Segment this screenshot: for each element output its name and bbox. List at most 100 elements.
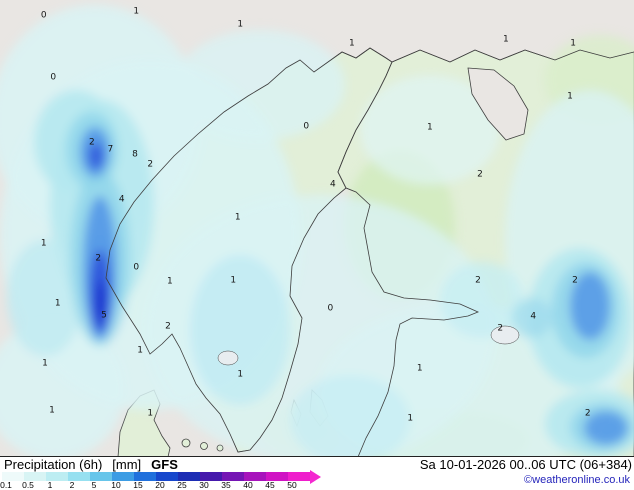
color-scale-segment: [222, 472, 244, 481]
color-scale-tick-label: 15: [133, 480, 143, 490]
precip-value-label: 2: [572, 275, 578, 286]
precip-value-label: 1: [416, 363, 423, 374]
color-scale-tick-label: 10: [111, 480, 121, 490]
precip-value-label: 1: [426, 122, 433, 133]
precip-value-label: 1: [40, 238, 47, 249]
precip-value-label: 1: [348, 38, 355, 49]
island-funen: [200, 442, 208, 450]
precipitation-layer: [0, 5, 634, 456]
precip-value-label: 1: [237, 369, 244, 380]
legend-text: Precipitation (6h) [mm] GFS: [4, 457, 178, 472]
color-scale-segment: [134, 472, 156, 481]
precip-value-label: 1: [147, 408, 154, 419]
precip-value-label: 2: [497, 323, 504, 334]
precip-value-label: 0: [303, 121, 310, 132]
map-svg: [0, 5, 634, 456]
color-scale-tick-label: 0.5: [22, 480, 34, 490]
precip-value-label: 1: [133, 6, 140, 17]
precip-blob: [96, 281, 106, 325]
model-name: GFS: [151, 457, 178, 472]
precip-value-label: 1: [42, 358, 48, 369]
precip-blob: [584, 411, 628, 445]
color-scale-segment: [200, 472, 222, 481]
precip-value-label: 4: [530, 311, 537, 322]
color-scale-tick-label: 35: [221, 480, 231, 490]
precip-blob: [440, 262, 524, 338]
precip-value-label: 0: [133, 262, 140, 273]
precip-value-label: 8: [132, 149, 138, 160]
precip-value-label: 5: [101, 310, 107, 321]
color-scale-tick-label: 25: [177, 480, 187, 490]
precip-value-label: 4: [118, 194, 125, 205]
precip-blob: [512, 298, 552, 338]
color-scale-tick-label: 0.1: [0, 480, 12, 490]
color-scale-tick-label: 40: [243, 480, 253, 490]
color-scale-segment: [112, 472, 134, 481]
precip-value-label: 2: [95, 253, 102, 264]
island-zealand: [181, 438, 191, 448]
island-bornholm: [216, 444, 224, 452]
precip-value-label: 4: [329, 179, 336, 190]
precip-value-label: 1: [167, 276, 173, 287]
color-scale-bar: [2, 469, 321, 484]
precip-value-label: 2: [89, 137, 95, 148]
precip-value-label: 2: [584, 408, 591, 419]
valid-datetime: Sa 10-01-2026 00..06 UTC (06+384): [419, 457, 632, 472]
precip-blob: [570, 272, 610, 340]
color-scale-tick-label: 30: [199, 480, 209, 490]
precip-value-label: 1: [407, 413, 414, 424]
precip-value-label: 1: [570, 38, 576, 49]
precip-blob: [190, 255, 290, 405]
precip-value-label: 2: [477, 169, 483, 180]
color-scale-tick-label: 5: [91, 480, 97, 490]
precip-blob: [89, 143, 103, 169]
precip-value-label: 1: [234, 212, 241, 222]
precip-blob: [175, 30, 345, 140]
color-scale-segment: [46, 472, 68, 481]
precip-value-label: 1: [49, 405, 55, 416]
legend-title: Precipitation (6h): [4, 457, 103, 472]
color-scale-segment: [156, 472, 178, 481]
precip-blob: [0, 320, 125, 456]
precip-value-label: 1: [54, 298, 61, 309]
coast-finland-russia: [345, 49, 634, 456]
precip-value-label: 0: [40, 10, 47, 21]
precip-blob: [360, 75, 500, 185]
precip-value-label: 0: [327, 303, 334, 314]
coast-scandinavia: [105, 47, 393, 453]
precip-value-label: 2: [147, 159, 154, 170]
precip-value-label: 2: [165, 321, 171, 332]
coastline-layer: [105, 47, 634, 456]
color-scale-segment: [68, 472, 90, 481]
water-detail-layer: [217, 67, 529, 366]
lake-ladoga: [490, 325, 520, 345]
color-scale-segment: [288, 472, 310, 481]
precip-value-label: 1: [237, 19, 244, 30]
color-scale-ticks: 0.1 0.5 1 2 5 10 15 20 25 30 35 40 45 50: [0, 480, 336, 490]
precip-blob: [7, 240, 83, 356]
copyright-notice: ©weatheronline.co.uk: [524, 474, 630, 486]
precip-value-label: 2: [475, 275, 481, 286]
precip-value-label: 1: [230, 275, 237, 286]
color-scale-tick-label: 1: [47, 480, 53, 490]
white-sea: [467, 67, 529, 141]
color-scale-segment: [244, 472, 266, 481]
precip-value-label: 1: [567, 91, 573, 102]
color-scale-tick-label: 50: [287, 480, 297, 490]
precip-value-label: 0: [50, 72, 57, 83]
color-scale-segment: [24, 472, 46, 481]
lake-vanern: [217, 350, 239, 366]
precip-value-label: 1: [137, 345, 143, 356]
color-scale-tick-label: 20: [155, 480, 165, 490]
color-scale-segment: [90, 472, 112, 481]
color-scale-tick-label: 45: [265, 480, 275, 490]
legend-footer: Precipitation (6h) [mm] GFS Sa 10-01-2026 …: [0, 457, 634, 489]
precip-value-label: 7: [107, 144, 114, 155]
color-scale-segment: [2, 472, 24, 481]
precip-value-label: 1: [503, 34, 509, 45]
color-scale-arrow: [310, 469, 321, 484]
color-scale-segment: [178, 472, 200, 481]
